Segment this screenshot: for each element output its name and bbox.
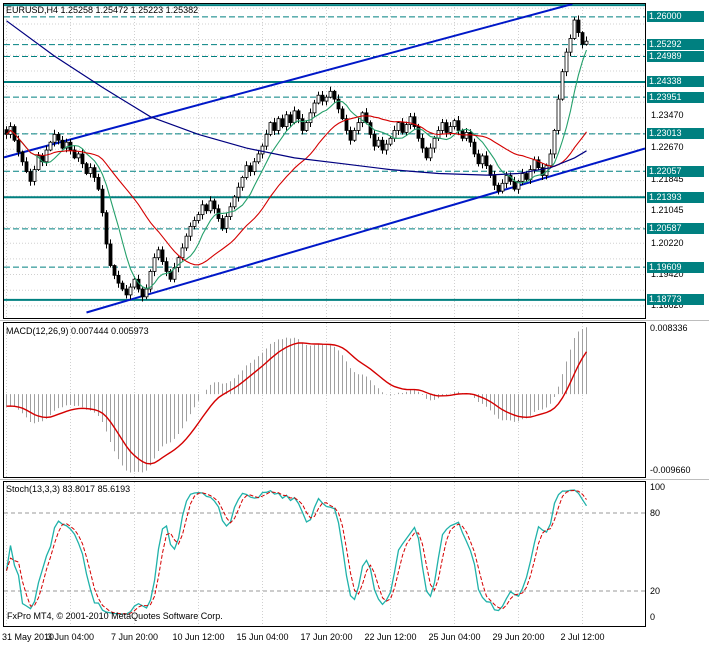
time-axis-label: 3 Jun 04:00 xyxy=(46,632,95,642)
time-axis-label: 10 Jun 12:00 xyxy=(172,632,225,642)
copyright: FxPro MT4, © 2001-2010 MetaQuotes Softwa… xyxy=(7,611,223,621)
time-axis-label: 15 Jun 04:00 xyxy=(236,632,289,642)
stoch-indicator-label: Stoch(13,3,3) 83.8017 85.6193 xyxy=(6,484,131,494)
price-level-label: 1.25292 xyxy=(647,39,704,51)
price-level-label: 1.18773 xyxy=(647,294,704,306)
macd-scale-max: 0.008336 xyxy=(650,322,688,333)
price-level-label: 1.23013 xyxy=(647,128,704,140)
price-tick-label: 1.21045 xyxy=(651,205,684,216)
stoch-scale-label: 0 xyxy=(650,611,656,622)
macd-indicator-label: MACD(12,26,9) 0.007444 0.005973 xyxy=(6,326,149,336)
price-tick-label: 1.19420 xyxy=(651,269,684,280)
time-axis-label: 25 Jun 04:00 xyxy=(428,632,481,642)
time-axis-label: 7 Jun 20:00 xyxy=(110,632,159,642)
price-tick-label: 1.23470 xyxy=(651,110,684,121)
price-tick-label: 1.20220 xyxy=(651,237,684,248)
price-level-label: 1.21393 xyxy=(647,191,704,203)
price-level-label: 1.19609 xyxy=(647,261,704,273)
price-level-label: 1.24989 xyxy=(647,51,704,62)
time-axis-label: 31 May 2010 xyxy=(2,632,55,642)
window-separator-stoch[interactable] xyxy=(0,479,709,480)
time-axis[interactable]: 31 May 2010 3 Jun 04:00 7 Jun 20:00 10 Jun … xyxy=(0,629,709,648)
price-tick-label: 1.18620 xyxy=(651,300,684,311)
time-axis-label: 17 Jun 20:00 xyxy=(300,632,353,642)
price-scale[interactable]: 1.23470 1.22670 1.21845 1.21045 1.20220 1.194… xyxy=(647,0,709,628)
time-axis-label: 2 Jul 12:00 xyxy=(560,632,605,642)
price-tick-label: 1.21845 xyxy=(651,174,684,185)
stoch-scale-label: 100 xyxy=(650,481,666,492)
price-level-label: 1.26000 xyxy=(647,11,704,23)
stoch-scale-label: 80 xyxy=(650,507,661,518)
price-level-label: 1.23951 xyxy=(647,91,704,103)
time-axis-label: 22 Jun 12:00 xyxy=(364,632,417,642)
price-level-label: 1.24338 xyxy=(647,76,704,88)
price-level-label: 1.22057 xyxy=(647,165,704,177)
time-axis-label: 29 Jun 20:00 xyxy=(492,632,545,642)
window-separator-macd[interactable] xyxy=(0,320,709,321)
macd-scale-min: -0.009660 xyxy=(650,464,691,475)
price-level-label: 1.20587 xyxy=(647,223,704,235)
chart-title: EURUSD,H4 1.25258 1.25472 1.25223 1.2538… xyxy=(6,5,199,15)
price-tick-label: 1.22670 xyxy=(651,141,684,152)
stoch-scale-label: 20 xyxy=(650,585,661,596)
